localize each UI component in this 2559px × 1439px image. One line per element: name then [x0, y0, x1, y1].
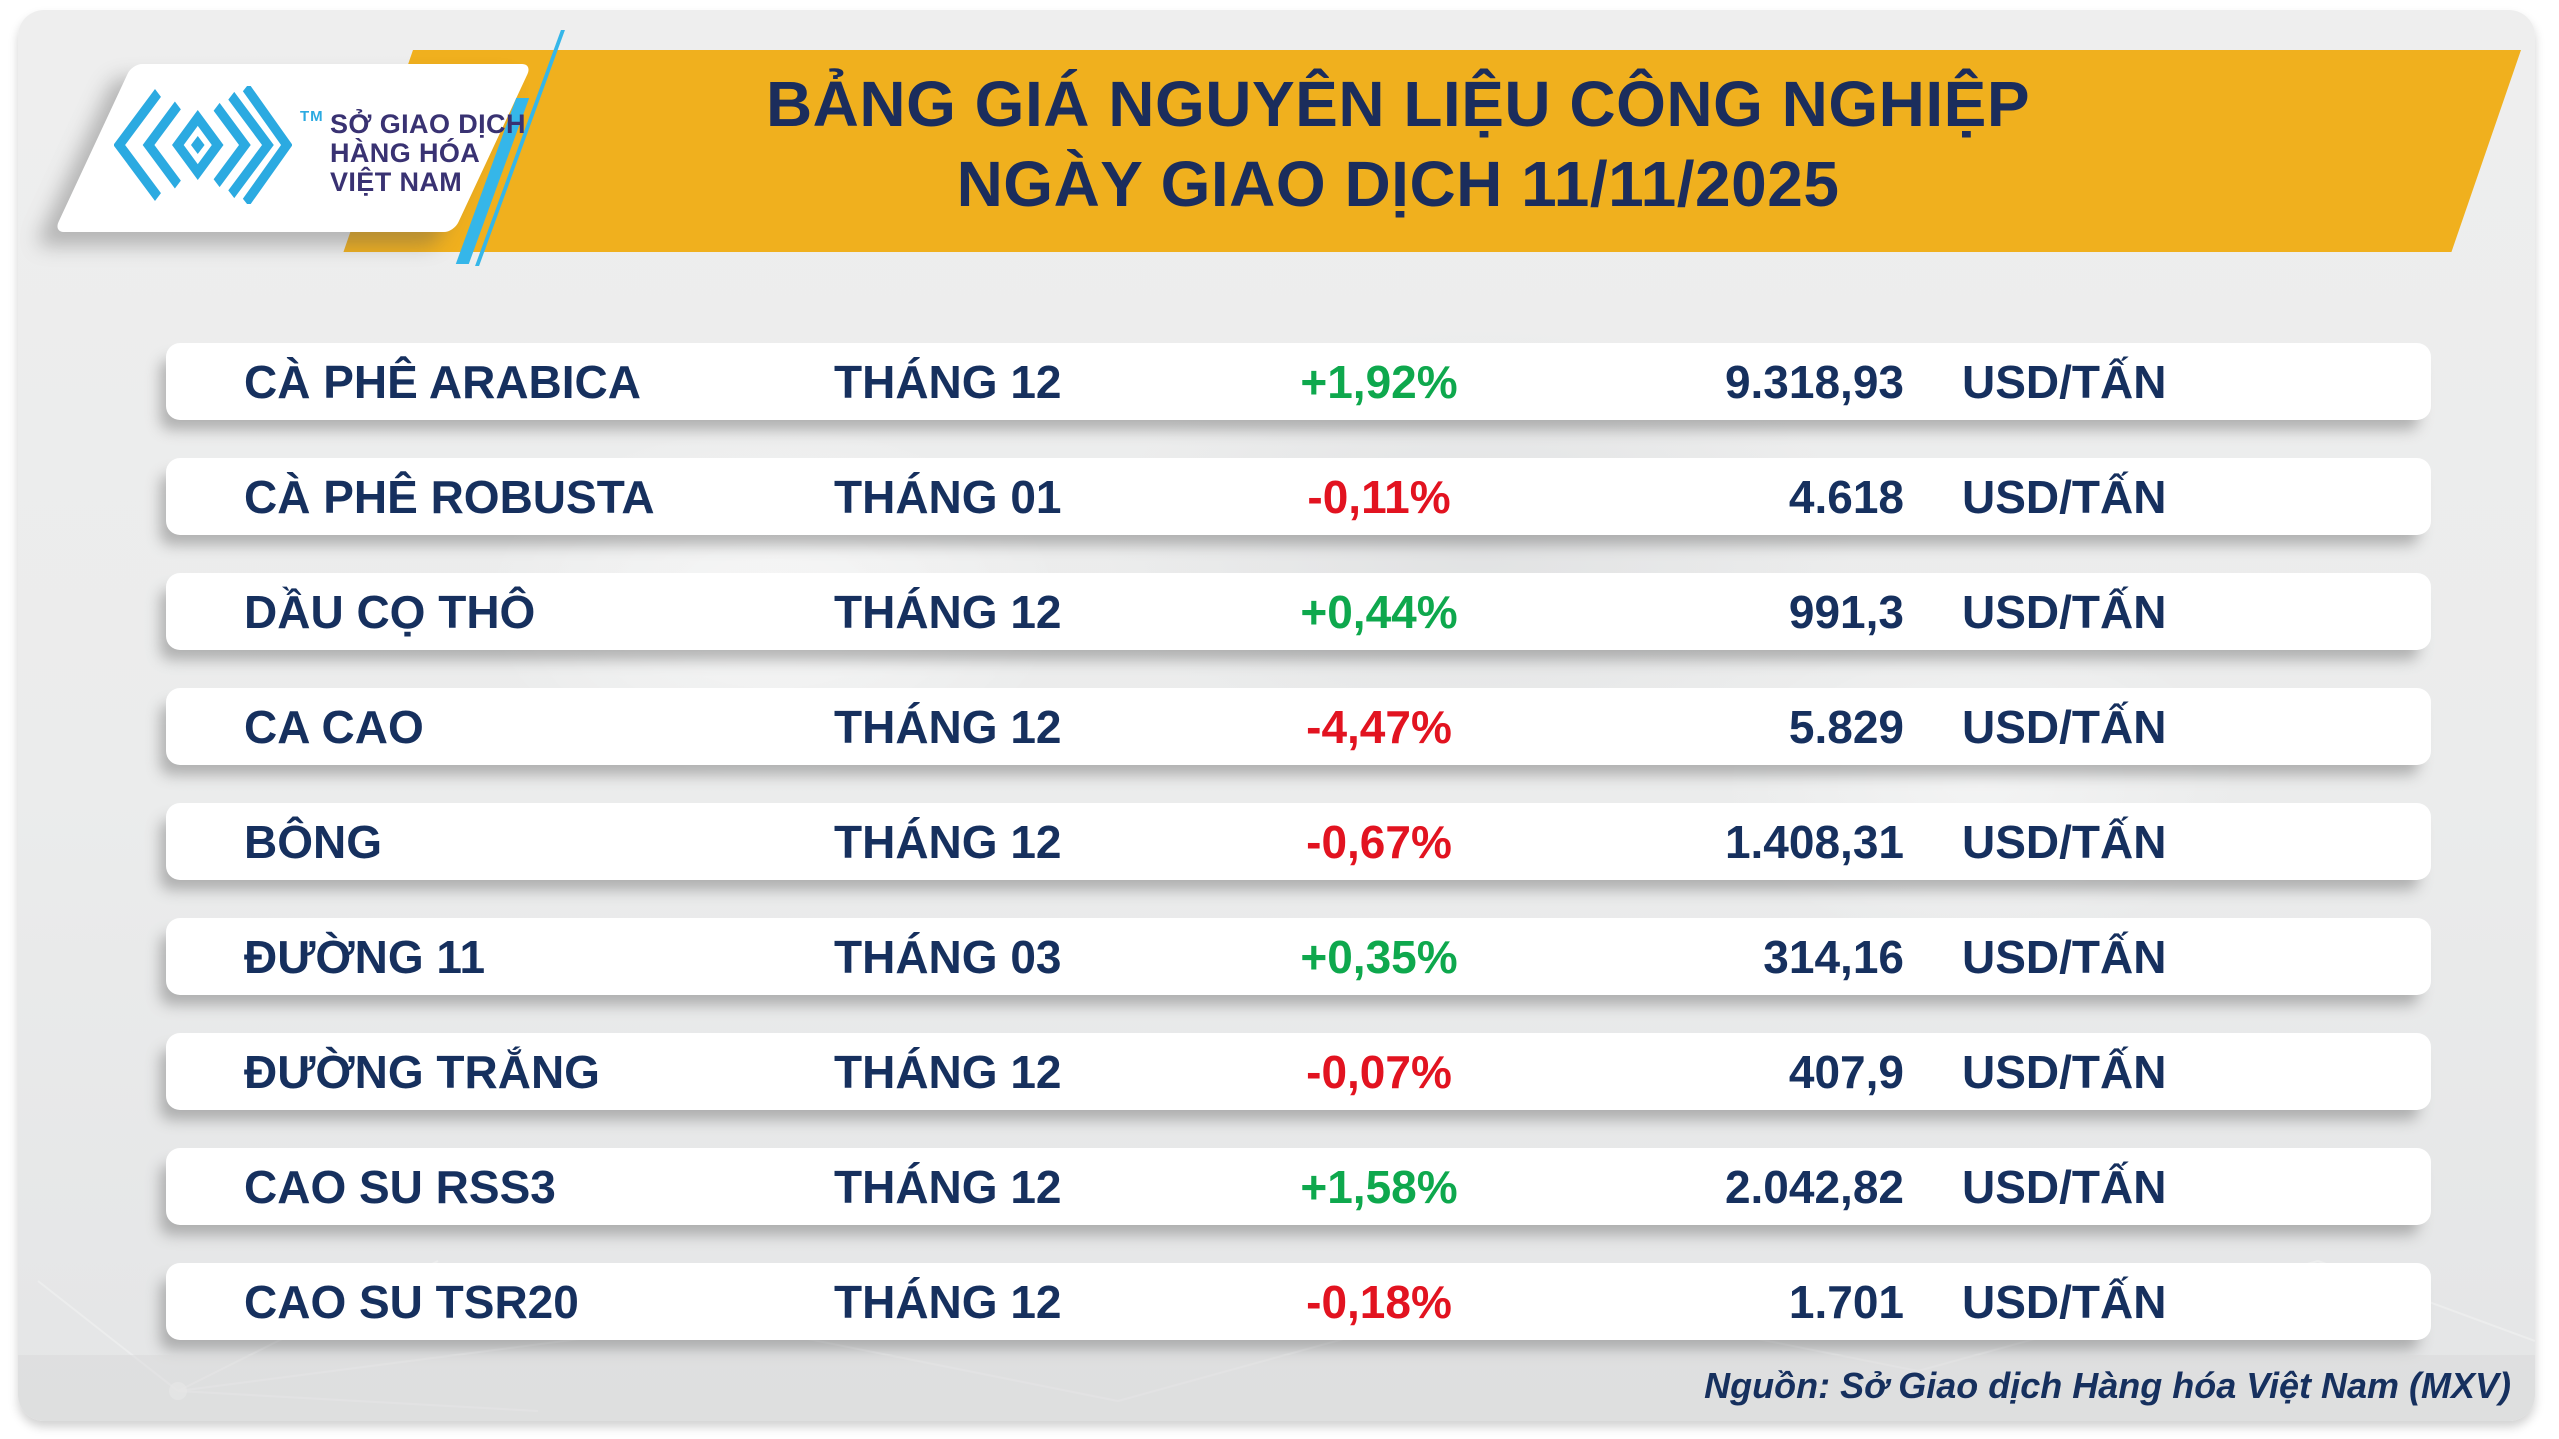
commodity-name: DẦU CỌ THÔ	[244, 585, 536, 638]
table-row: DẦU CỌ THÔ THÁNG 12 +0,44% 991,3 USD/TẤN	[166, 573, 2431, 650]
title-line-1: BẢNG GIÁ NGUYÊN LIỆU CÔNG NGHIỆP	[765, 68, 2031, 140]
contract-month: THÁNG 03	[834, 930, 1062, 983]
change-percent: -0,11%	[1307, 470, 1451, 523]
change-percent: -0,18%	[1306, 1275, 1452, 1328]
change-percent: +1,58%	[1300, 1160, 1458, 1213]
price-table: CÀ PHÊ ARABICA THÁNG 12 +1,92% 9.318,93 …	[166, 343, 2431, 1378]
change-percent: -0,07%	[1306, 1045, 1452, 1098]
price-unit: USD/TẤN	[1962, 1275, 2167, 1328]
price-value: 314,16	[1763, 930, 1904, 983]
price-unit: USD/TẤN	[1962, 355, 2167, 408]
change-percent: +1,92%	[1300, 355, 1458, 408]
contract-month: THÁNG 12	[834, 815, 1062, 868]
trademark-symbol: TM	[300, 108, 324, 125]
price-value: 991,3	[1788, 585, 1904, 638]
change-percent: -0,67%	[1306, 815, 1452, 868]
commodity-name: ĐƯỜNG TRẮNG	[244, 1045, 600, 1098]
contract-month: THÁNG 12	[834, 355, 1062, 408]
source-credit: Nguồn: Sở Giao dịch Hàng hóa Việt Nam (M…	[1704, 1365, 2511, 1406]
table-row: ĐƯỜNG TRẮNG THÁNG 12 -0,07% 407,9 USD/TẤ…	[166, 1033, 2431, 1110]
mxv-logo: TM SỞ GIAO DỊCH HÀNG HÓA VIỆT NAM	[18, 10, 578, 270]
table-row: CAO SU RSS3 THÁNG 12 +1,58% 2.042,82 USD…	[166, 1148, 2431, 1225]
price-unit: USD/TẤN	[1962, 815, 2167, 868]
price-unit: USD/TẤN	[1962, 930, 2167, 983]
commodity-name: CAO SU TSR20	[244, 1275, 579, 1328]
commodity-name: ĐƯỜNG 11	[244, 930, 486, 983]
change-percent: +0,35%	[1300, 930, 1458, 983]
page-title: BẢNG GIÁ NGUYÊN LIỆU CÔNG NGHIỆP NGÀY GI…	[418, 64, 2378, 224]
title-line-2: NGÀY GIAO DỊCH 11/11/2025	[956, 148, 1840, 220]
price-value: 1.701	[1788, 1275, 1904, 1328]
org-name-line-3: VIỆT NAM	[330, 167, 463, 197]
contract-month: THÁNG 12	[834, 1045, 1062, 1098]
contract-month: THÁNG 12	[834, 1160, 1062, 1213]
commodity-name: CAO SU RSS3	[244, 1160, 556, 1213]
commodity-name: CA CAO	[244, 700, 424, 753]
price-value: 9.318,93	[1724, 355, 1904, 408]
table-row: CAO SU TSR20 THÁNG 12 -0,18% 1.701 USD/T…	[166, 1263, 2431, 1340]
mxv-logo-mark-icon	[114, 86, 292, 204]
table-row: CÀ PHÊ ARABICA THÁNG 12 +1,92% 9.318,93 …	[166, 343, 2431, 420]
change-percent: -4,47%	[1306, 700, 1452, 753]
price-board: BẢNG GIÁ NGUYÊN LIỆU CÔNG NGHIỆP NGÀY GI…	[18, 10, 2535, 1421]
org-name-line-2: HÀNG HÓA	[330, 138, 481, 168]
contract-month: THÁNG 01	[834, 470, 1062, 523]
price-value: 1.408,31	[1724, 815, 1904, 868]
price-value: 407,9	[1788, 1045, 1904, 1098]
table-row: ĐƯỜNG 11 THÁNG 03 +0,35% 314,16 USD/TẤN	[166, 918, 2431, 995]
org-name-line-1: SỞ GIAO DỊCH	[330, 109, 526, 139]
commodity-name: CÀ PHÊ ROBUSTA	[244, 470, 655, 523]
table-row: CÀ PHÊ ROBUSTA THÁNG 01 -0,11% 4.618 USD…	[166, 458, 2431, 535]
commodity-name: BÔNG	[244, 815, 382, 868]
price-unit: USD/TẤN	[1962, 700, 2167, 753]
price-unit: USD/TẤN	[1962, 1160, 2167, 1213]
org-name: SỞ GIAO DỊCH HÀNG HÓA VIỆT NAM	[330, 110, 526, 197]
price-value: 4.618	[1788, 470, 1904, 523]
contract-month: THÁNG 12	[834, 585, 1062, 638]
footer-band	[18, 1355, 2535, 1421]
commodity-name: CÀ PHÊ ARABICA	[244, 355, 641, 408]
price-unit: USD/TẤN	[1962, 585, 2167, 638]
price-value: 5.829	[1788, 700, 1904, 753]
price-unit: USD/TẤN	[1962, 470, 2167, 523]
price-unit: USD/TẤN	[1962, 1045, 2167, 1098]
table-row: BÔNG THÁNG 12 -0,67% 1.408,31 USD/TẤN	[166, 803, 2431, 880]
contract-month: THÁNG 12	[834, 1275, 1062, 1328]
change-percent: +0,44%	[1300, 585, 1458, 638]
contract-month: THÁNG 12	[834, 700, 1062, 753]
table-row: CA CAO THÁNG 12 -4,47% 5.829 USD/TẤN	[166, 688, 2431, 765]
price-value: 2.042,82	[1724, 1160, 1904, 1213]
